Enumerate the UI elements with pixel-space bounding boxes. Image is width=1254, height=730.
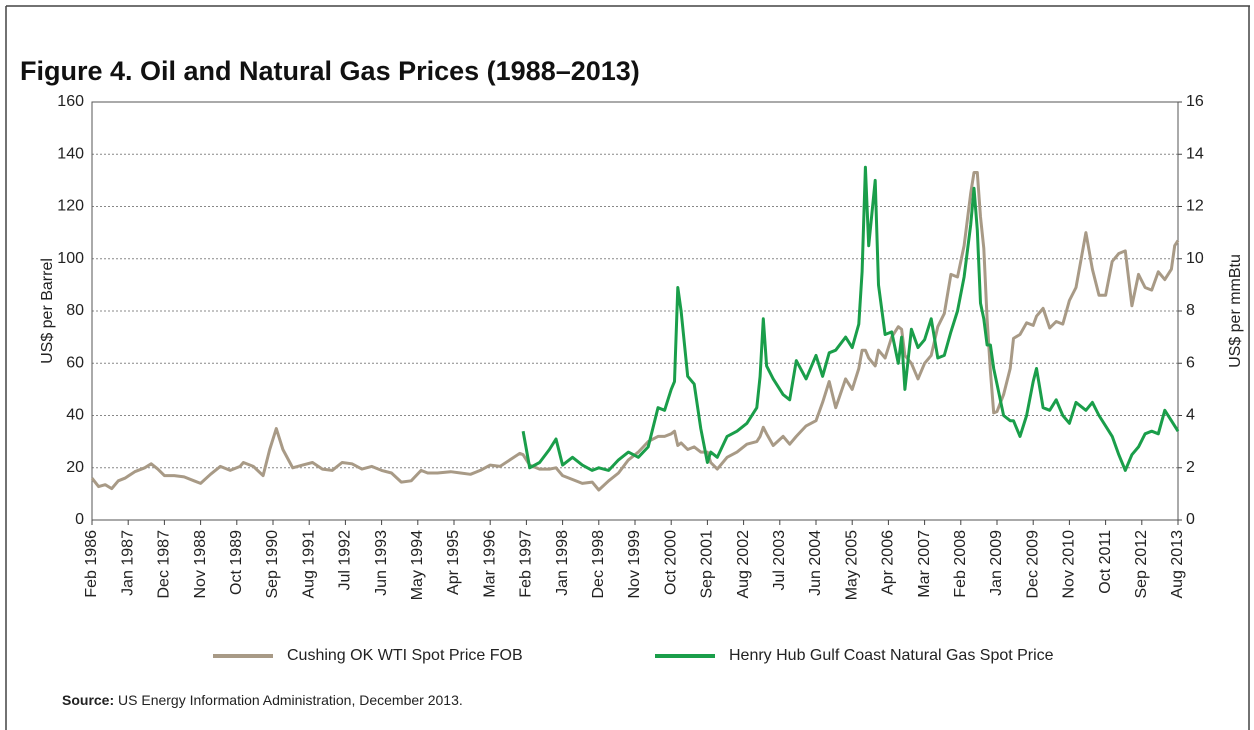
- x-tick-label: Aug 2002: [735, 530, 752, 599]
- series-line: [90, 171, 1180, 492]
- x-tick-label: Apr 1995: [445, 530, 462, 595]
- source-label: Source:: [62, 692, 114, 708]
- y-tick-label: 40: [66, 407, 84, 424]
- y2-tick-label: 10: [1186, 250, 1204, 267]
- y-tick-label: 0: [75, 511, 84, 528]
- legend-label: Henry Hub Gulf Coast Natural Gas Spot Pr…: [729, 647, 1054, 664]
- x-tick-label: Aug 1991: [300, 530, 317, 599]
- source-text: US Energy Information Administration, De…: [118, 692, 463, 708]
- x-tick-label: Mar 2007: [916, 530, 933, 598]
- x-tick-label: Jun 2004: [807, 530, 824, 596]
- y2-tick-label: 0: [1186, 511, 1195, 528]
- x-tick-label: May 2005: [843, 530, 860, 600]
- x-tick-label: Sep 1990: [264, 530, 281, 599]
- x-tick-label: Jan 1998: [554, 530, 571, 596]
- x-tick-label: Feb 2008: [952, 530, 969, 598]
- y-axis-label: US$ per Barrel: [39, 258, 56, 364]
- x-tick-label: Mar 1996: [481, 530, 498, 598]
- x-tick-label: Jan 2009: [988, 530, 1005, 596]
- x-tick-label: Oct 2000: [662, 530, 679, 595]
- x-tick-label: Oct 1989: [228, 530, 245, 595]
- x-tick-label: Feb 1986: [83, 530, 100, 598]
- x-tick-label: Nov 2010: [1061, 530, 1078, 599]
- y2-tick-label: 4: [1186, 407, 1195, 424]
- x-tick-label: May 1994: [409, 530, 426, 600]
- y2-tick-label: 12: [1186, 198, 1204, 215]
- y2-tick-label: 2: [1186, 459, 1195, 476]
- x-tick-label: Jun 1993: [373, 530, 390, 596]
- x-tick-label: Nov 1999: [626, 530, 643, 599]
- x-tick-label: Apr 2006: [880, 530, 897, 595]
- x-tick-label: Dec 2009: [1024, 530, 1041, 599]
- legend-label: Cushing OK WTI Spot Price FOB: [287, 647, 523, 664]
- y2-tick-label: 8: [1186, 302, 1195, 319]
- x-tick-label: Jan 1987: [119, 530, 136, 596]
- y-tick-label: 100: [57, 250, 84, 267]
- y-tick-label: 140: [57, 145, 84, 162]
- y-tick-label: 80: [66, 302, 84, 319]
- x-tick-label: Sep 2001: [699, 530, 716, 599]
- y2-tick-label: 6: [1186, 354, 1195, 371]
- x-tick-label: Feb 1997: [518, 530, 535, 598]
- x-tick-label: Dec 1987: [156, 530, 173, 599]
- series-line: [521, 165, 1180, 472]
- x-tick-label: Dec 1998: [590, 530, 607, 599]
- y2-tick-label: 14: [1186, 145, 1204, 162]
- chart-title: Figure 4. Oil and Natural Gas Prices (19…: [20, 56, 640, 86]
- y-tick-label: 60: [66, 354, 84, 371]
- y2-axis-label: US$ per mmBtu: [1227, 254, 1244, 368]
- source: Source: US Energy Information Administra…: [62, 692, 463, 708]
- y2-tick-label: 16: [1186, 93, 1204, 110]
- x-tick-label: Jul 2003: [771, 530, 788, 591]
- y-tick-label: 160: [57, 93, 84, 110]
- x-tick-label: Jul 1992: [337, 530, 354, 591]
- x-tick-label: Aug 2013: [1169, 530, 1186, 599]
- y-tick-label: 120: [57, 198, 84, 215]
- y-tick-label: 20: [66, 459, 84, 476]
- x-tick-label: Sep 2012: [1133, 530, 1150, 599]
- x-tick-label: Nov 1988: [192, 530, 209, 599]
- plot-frame: [91, 101, 1179, 521]
- x-tick-label: Oct 2011: [1097, 530, 1114, 594]
